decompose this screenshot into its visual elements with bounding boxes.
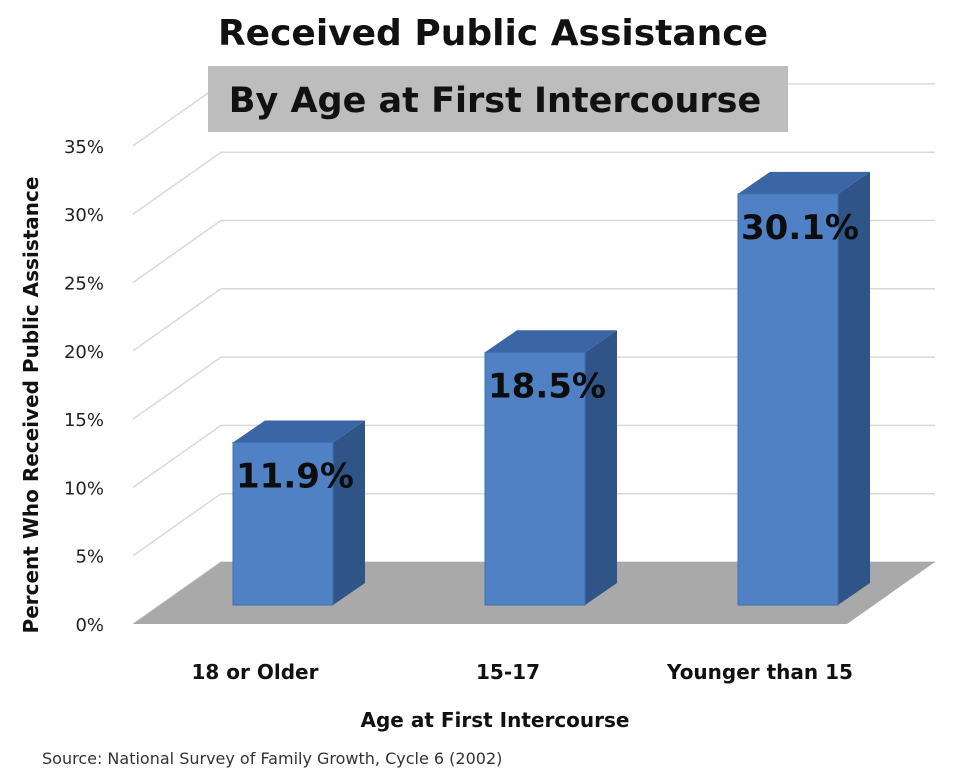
x-category-label: 15-17	[476, 660, 540, 684]
bar	[484, 330, 617, 606]
gridline-diagonal	[132, 219, 222, 284]
subtitle-box	[208, 66, 788, 132]
y-tick-label: 5%	[75, 547, 104, 568]
bar-side	[585, 330, 617, 605]
y-tick-labels: 0% 5% 10% 15% 20% 25% 30% 35%	[64, 137, 104, 636]
x-category-label: 18 or Older	[192, 660, 319, 684]
bar-front	[484, 351, 586, 606]
bar-top	[233, 420, 365, 443]
y-tick-label: 15%	[64, 410, 104, 431]
gridline-diagonal	[132, 83, 222, 147]
gridline-diagonal	[132, 151, 222, 215]
y-tick-label: 10%	[64, 478, 104, 499]
bar-top	[738, 171, 870, 194]
bar	[737, 171, 870, 606]
data-labels: 11.9% 18.5% 30.1%	[236, 208, 859, 497]
bar-side	[333, 420, 365, 605]
bar-front	[737, 193, 839, 606]
x-axis-label: Age at First Intercourse	[361, 708, 630, 732]
x-category-label: Younger than 15	[666, 660, 853, 684]
y-tick-label: 0%	[75, 615, 104, 636]
gridline-diagonal	[132, 288, 222, 352]
x-category-labels: 18 or Older 15-17 Younger than 15	[192, 660, 853, 684]
data-label: 11.9%	[236, 456, 354, 496]
data-label: 30.1%	[741, 208, 859, 248]
bar-side	[838, 171, 870, 606]
y-tick-label: 20%	[64, 342, 104, 363]
y-tick-label: 25%	[64, 274, 104, 295]
chart-subtitle: By Age at First Intercourse	[229, 81, 761, 121]
bar-front	[232, 441, 334, 606]
y-axis-label: Percent Who Received Public Assistance	[19, 177, 43, 634]
gridline-diagonal	[132, 424, 222, 489]
gridline-diagonal	[132, 356, 222, 420]
chart-title: Received Public Assistance	[218, 13, 768, 54]
bar	[232, 420, 365, 606]
bar-top	[485, 330, 617, 353]
y-tick-label: 30%	[64, 205, 104, 226]
y-tick-label: 35%	[64, 137, 104, 158]
gridline-diagonal	[132, 493, 222, 557]
source-note: Source: National Survey of Family Growth…	[42, 749, 502, 768]
bars	[232, 171, 870, 606]
data-label: 18.5%	[488, 366, 606, 406]
